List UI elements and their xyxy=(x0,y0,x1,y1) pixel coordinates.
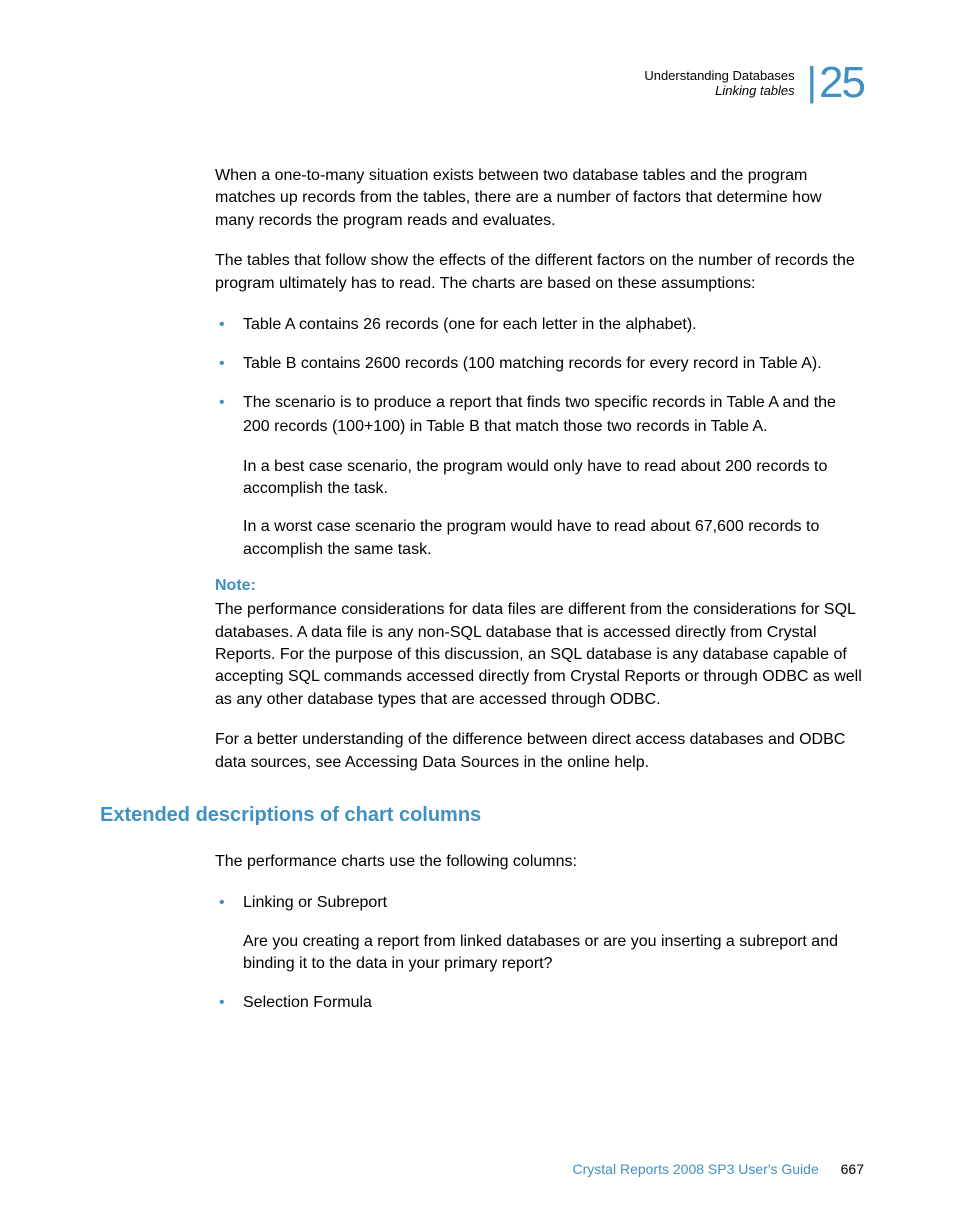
section-content: The performance charts use the following… xyxy=(215,851,864,1015)
sub-paragraph-worst-case: In a worst case scenario the program wou… xyxy=(243,516,864,561)
columns-list: Linking or Subreport Are you creating a … xyxy=(215,891,864,1014)
list-item: Selection Formula xyxy=(215,991,864,1014)
list-item-label: Linking or Subreport xyxy=(243,894,387,911)
list-item: Table B contains 2600 records (100 match… xyxy=(215,352,864,375)
section-heading: Extended descriptions of chart columns xyxy=(100,804,864,827)
paragraph-reference: For a better understanding of the differ… xyxy=(215,729,864,774)
list-item: Table A contains 26 records (one for eac… xyxy=(215,313,864,336)
header-text-block: Understanding Databases Linking tables xyxy=(644,68,794,98)
header-section-title: Linking tables xyxy=(644,83,794,98)
list-item: The scenario is to produce a report that… xyxy=(215,391,864,437)
main-content: When a one-to-many situation exists betw… xyxy=(215,165,864,774)
list-item-label: Selection Formula xyxy=(243,994,372,1011)
note-text: The performance considerations for data … xyxy=(215,599,864,711)
header-chapter-title: Understanding Databases xyxy=(644,68,794,83)
section-intro: The performance charts use the following… xyxy=(215,851,864,873)
divider-icon: | xyxy=(807,60,817,105)
assumptions-list: Table A contains 26 records (one for eac… xyxy=(215,313,864,438)
page-footer: Crystal Reports 2008 SP3 User's Guide 66… xyxy=(573,1161,864,1177)
list-item: Linking or Subreport Are you creating a … xyxy=(215,891,864,975)
footer-page-number: 667 xyxy=(841,1161,864,1177)
chapter-number: 25 xyxy=(819,61,864,105)
sub-paragraph-best-case: In a best case scenario, the program wou… xyxy=(243,456,864,501)
paragraph-intro-2: The tables that follow show the effects … xyxy=(215,250,864,295)
page-header: Understanding Databases Linking tables |… xyxy=(100,60,864,105)
note-label: Note: xyxy=(215,577,864,595)
paragraph-intro-1: When a one-to-many situation exists betw… xyxy=(215,165,864,232)
footer-guide-title: Crystal Reports 2008 SP3 User's Guide xyxy=(573,1161,819,1177)
list-item-desc: Are you creating a report from linked da… xyxy=(243,931,864,976)
